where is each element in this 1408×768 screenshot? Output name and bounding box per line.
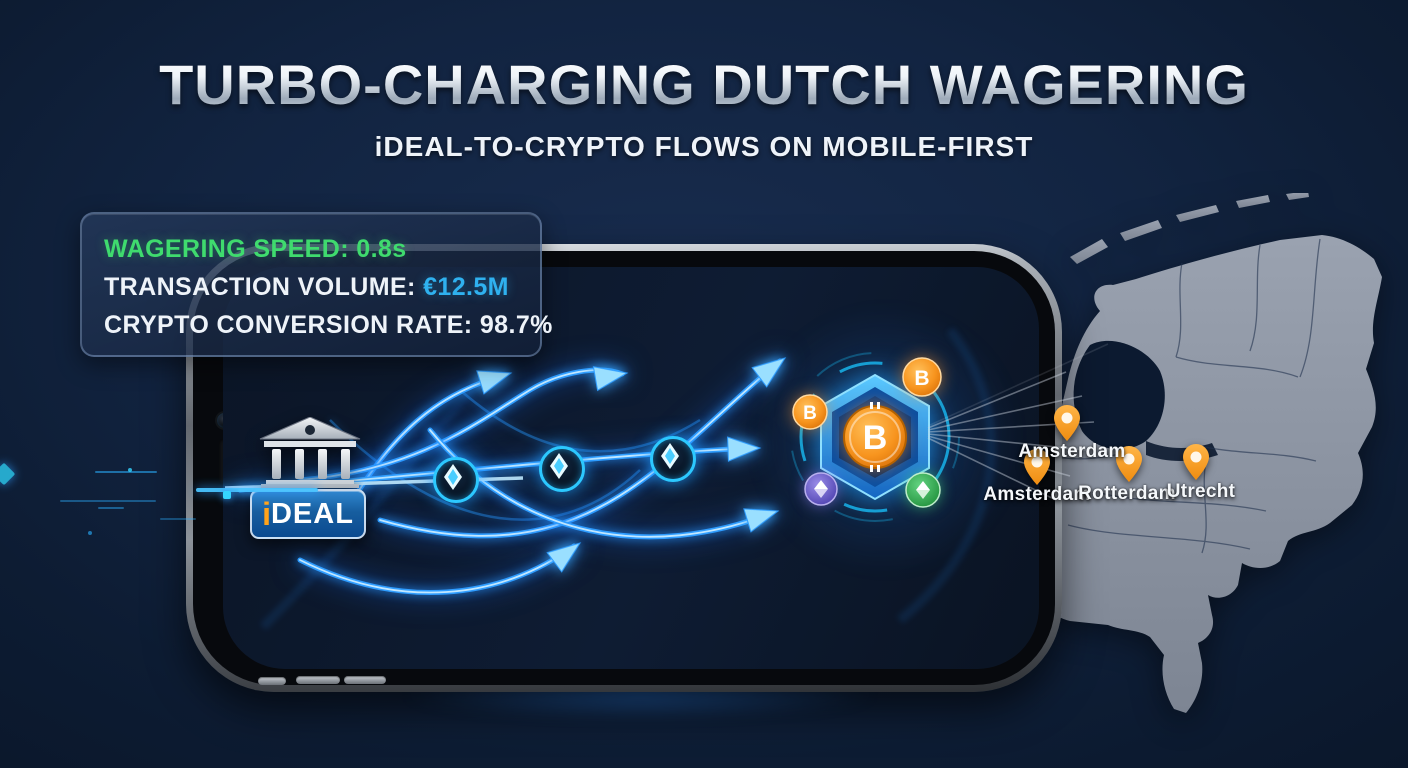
location-pin-icon <box>1054 405 1080 441</box>
bank-building-icon <box>259 417 361 488</box>
ethereum-coin-icon <box>804 472 838 506</box>
page-title: TURBO-CHARGING DUTCH WAGERING <box>0 52 1408 117</box>
location-pin-icon <box>1116 446 1142 482</box>
hub-ring <box>799 361 951 513</box>
hub-ring-outer <box>790 352 960 522</box>
svg-text:B: B <box>914 367 929 390</box>
speed-diamond <box>0 462 16 486</box>
phone-side-button <box>258 677 286 685</box>
ideal-logo-i: i <box>262 496 271 532</box>
stat-row-conversion-rate: CRYPTO CONVERSION RATE: 98.7% <box>104 306 552 344</box>
location-pin-icon <box>1024 449 1050 485</box>
stat-value: 98.7% <box>479 311 553 339</box>
ethereum-node-icon <box>650 436 696 482</box>
city-label: Rotterdam <box>1078 483 1176 504</box>
bitcoin-coin-icon: B <box>843 402 907 472</box>
crypto-hub: B B B <box>790 352 960 522</box>
ethereum-coin-icon <box>905 472 941 508</box>
phone-side-button <box>344 676 386 684</box>
speed-dot <box>128 468 132 472</box>
ethereum-node-icon <box>539 446 585 492</box>
bitcoin-coin-icon: B <box>902 357 942 397</box>
stat-label: CRYPTO CONVERSION RATE: <box>104 311 473 339</box>
stat-value: €12.5M <box>423 273 509 301</box>
speed-streak <box>160 518 196 520</box>
ethereum-node-icon <box>433 457 479 503</box>
speed-dot <box>88 531 92 535</box>
speed-streak <box>95 471 157 473</box>
phone-screen: B B B <box>223 267 1039 669</box>
stat-row-transaction-volume: TRANSACTION VOLUME: €12.5M <box>104 268 518 306</box>
ideal-logo-text: DEAL <box>270 497 354 530</box>
stat-label: TRANSACTION VOLUME: <box>104 273 416 301</box>
ijsselmeer-water <box>1073 340 1165 450</box>
city-label: Utrecht <box>1166 481 1236 502</box>
speed-streak <box>196 488 318 492</box>
ideal-logo-badge: i DEAL <box>250 489 366 539</box>
city-label: Amsterdam <box>983 484 1091 505</box>
bitcoin-symbol: B <box>863 419 888 457</box>
svg-text:B: B <box>803 403 817 424</box>
stat-row-wagering-speed: WAGERING SPEED: 0.8s <box>104 230 518 268</box>
speed-streak <box>98 507 124 509</box>
speed-dot <box>223 491 231 499</box>
speed-streak <box>60 500 156 502</box>
header: TURBO-CHARGING DUTCH WAGERING iDEAL-TO-C… <box>0 52 1408 163</box>
stat-value: 0.8s <box>356 235 407 263</box>
bitcoin-coin-icon: B <box>792 394 828 430</box>
stats-panel: WAGERING SPEED: 0.8s TRANSACTION VOLUME:… <box>80 212 552 357</box>
location-pin-icon <box>1183 444 1209 480</box>
stat-label: WAGERING SPEED: <box>104 235 349 263</box>
city-label: Amsterdam <box>1018 441 1126 462</box>
phone-side-button <box>296 676 340 684</box>
wadden-islands <box>1070 193 1309 264</box>
page-subtitle: iDEAL-TO-CRYPTO FLOWS ON MOBILE-FIRST <box>374 131 1034 162</box>
